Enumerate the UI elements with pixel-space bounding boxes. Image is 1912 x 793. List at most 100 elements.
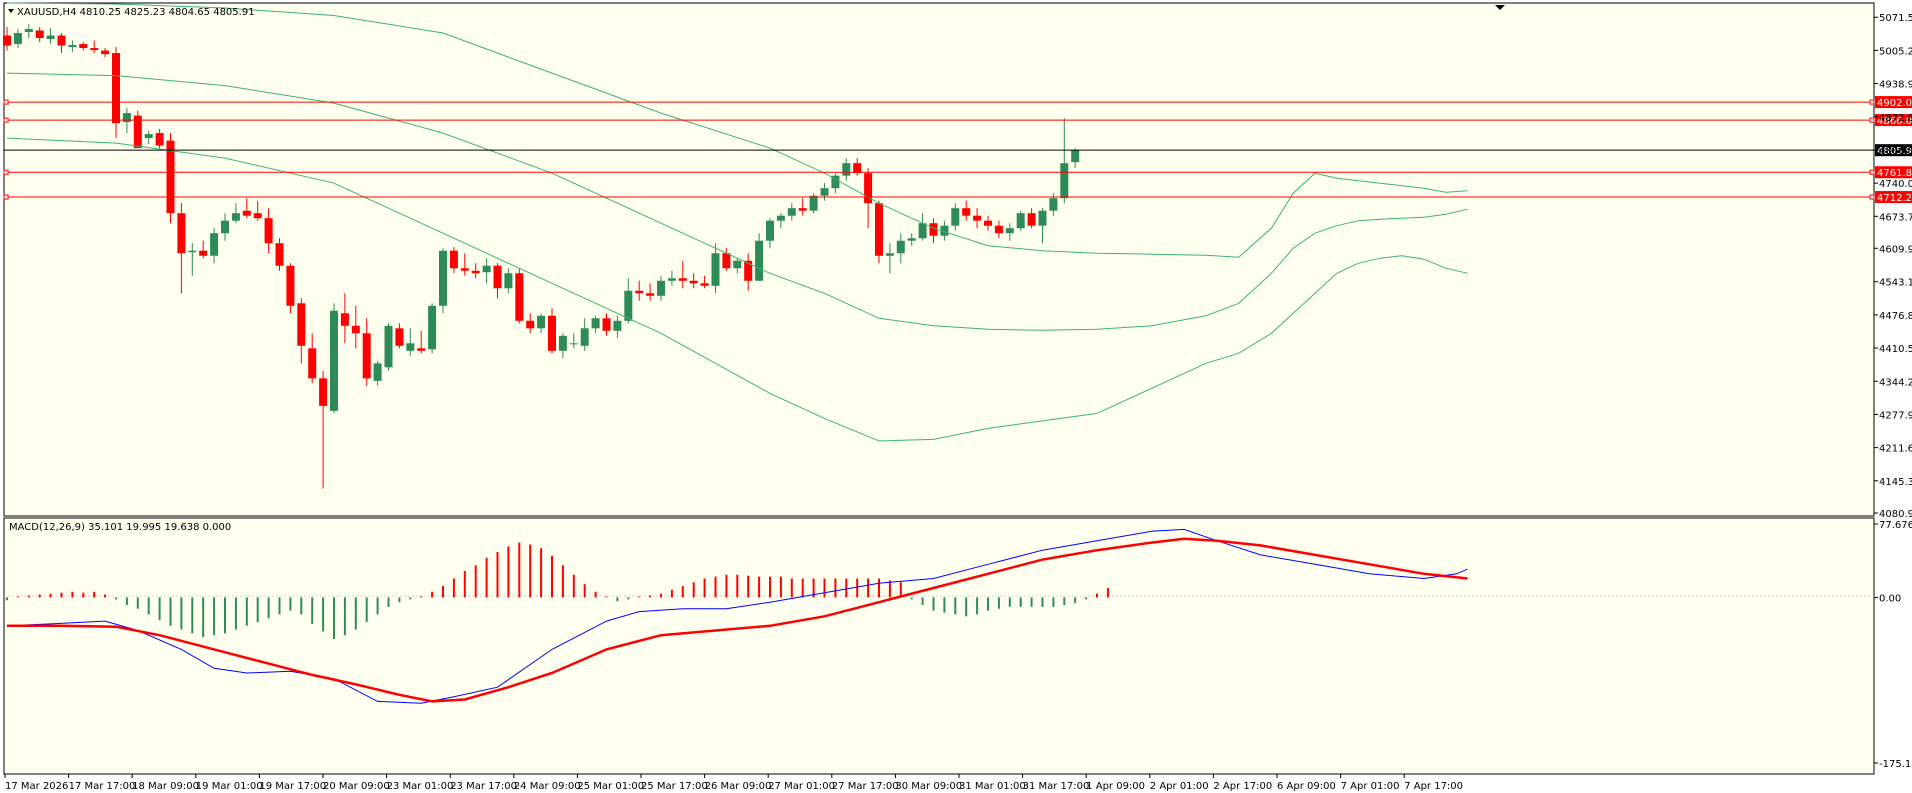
candle-body (973, 215, 982, 221)
macd-pane-bg (3, 517, 1875, 775)
macd-tick-label: -175.163 (1879, 759, 1912, 770)
candle-body (766, 220, 774, 241)
price-tick-label: 4476.80 (1879, 311, 1912, 322)
candle-body (635, 290, 644, 294)
candle-body (558, 335, 567, 351)
candle-body (253, 213, 262, 219)
candle-body (482, 265, 491, 273)
candle-body (90, 48, 99, 51)
candle-body (362, 333, 371, 379)
candle-body (667, 278, 676, 281)
candle-body (1060, 163, 1069, 199)
collapse-arrow-icon[interactable] (8, 9, 14, 13)
candle-body (1071, 150, 1080, 163)
price-tick-label: 4938.95 (1879, 80, 1912, 91)
candle-body (188, 250, 197, 253)
candle-body (809, 195, 818, 211)
candle-body (351, 325, 360, 334)
candle-body (1016, 213, 1025, 229)
time-tick-label: 23 Mar 01:00 (387, 781, 454, 792)
time-tick-label: 19 Mar 17:00 (259, 781, 326, 792)
price-tick-label: 4872.65 (1879, 113, 1912, 124)
candle-body (340, 313, 349, 326)
candle-body (231, 213, 240, 221)
time-tick-label: 17 Mar 17:00 (69, 781, 136, 792)
candle-body (35, 30, 44, 39)
candle-body (776, 215, 785, 221)
level-handle (1869, 99, 1875, 105)
candle-body (744, 260, 753, 281)
shift-marker-icon[interactable] (1495, 5, 1505, 10)
candle-body (57, 35, 66, 46)
candle-body (24, 29, 33, 33)
candle-body (439, 250, 447, 306)
candle-body (384, 325, 393, 368)
time-tick-label: 7 Apr 17:00 (1404, 781, 1463, 792)
candles-group (3, 24, 1080, 489)
candle-body (820, 188, 829, 196)
time-tick-label: 1 Apr 09:00 (1086, 781, 1145, 792)
candle-body (13, 33, 22, 45)
candle-body (733, 260, 742, 269)
candle-body (602, 318, 611, 331)
candle-body (330, 310, 338, 411)
price-pane-bg (3, 2, 1875, 517)
candle-body (504, 273, 513, 289)
candle-body (798, 208, 807, 211)
level-handle (3, 194, 9, 200)
macd-signal-line (7, 537, 1468, 703)
candle-body (853, 163, 862, 174)
time-tick-label: 24 Mar 09:00 (514, 781, 581, 792)
price-tick-label: 4410.50 (1879, 344, 1912, 355)
candle-body (297, 303, 306, 346)
time-tick-label: 23 Mar 17:00 (450, 781, 517, 792)
time-tick-label: 31 Mar 17:00 (1023, 781, 1090, 792)
time-tick-label: 20 Mar 09:00 (323, 781, 390, 792)
level-price-label: 4866.09 (1877, 116, 1912, 127)
candle-body (962, 208, 971, 216)
level-handle (3, 169, 9, 175)
candle-body (689, 280, 698, 284)
candle-body (144, 134, 153, 139)
candle-body (787, 208, 796, 216)
candle-body (896, 240, 905, 254)
candle-body (133, 115, 142, 149)
time-tick-label: 18 Mar 09:00 (132, 781, 199, 792)
candle-body (842, 163, 851, 176)
price-tick-label: 4145.30 (1879, 477, 1912, 488)
time-tick-label: 2 Apr 01:00 (1150, 781, 1209, 792)
candle-body (613, 320, 622, 331)
candle-body (177, 213, 186, 254)
time-tick-label: 26 Mar 09:00 (705, 781, 772, 792)
time-tick-label: 30 Mar 09:00 (895, 781, 962, 792)
candle-body (319, 378, 328, 406)
candle-body (624, 290, 633, 321)
band-lower-line (6, 137, 1468, 442)
bollinger-bands (6, 2, 1468, 442)
candle-body (755, 240, 764, 281)
price-tick-label: 4609.90 (1879, 244, 1912, 255)
candle-body (373, 363, 382, 381)
candle-body (951, 208, 960, 226)
candle-body (101, 50, 110, 55)
level-price-label: 4761.85 (1877, 168, 1912, 179)
candle-body (3, 35, 11, 46)
candle-body (526, 320, 535, 329)
candle-body (831, 175, 840, 189)
price-levels: 4902.04 4866.09 4761.85 4712.29 4805.91 (3, 96, 1912, 204)
candle-body (428, 305, 437, 350)
price-tick-label: 5071.55 (1879, 13, 1912, 24)
level-handle (3, 117, 9, 123)
macd-group (6, 528, 1468, 704)
current-price-tag (1875, 144, 1912, 157)
level-price-label: 4902.04 (1877, 98, 1912, 109)
band-middle-line (6, 72, 1468, 331)
candle-body (929, 223, 938, 236)
candle-body (537, 315, 546, 329)
price-tick-label: 5005.25 (1879, 46, 1912, 57)
candle-body (1049, 198, 1058, 211)
level-price-tag (1875, 114, 1912, 127)
candle-body (984, 220, 992, 226)
